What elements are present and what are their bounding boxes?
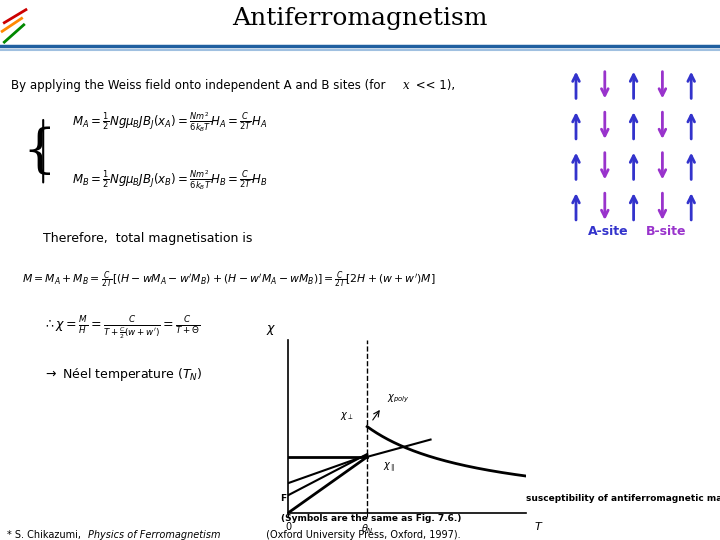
Text: By applying the Weiss field onto independent A and B sites (for: By applying the Weiss field onto indepen… [11,79,389,92]
Text: * S. Chikazumi,: * S. Chikazumi, [7,530,84,540]
Text: << 1),: << 1), [412,79,455,92]
Text: Therefore,  total magnetisation is: Therefore, total magnetisation is [43,232,253,245]
Text: (Symbols are the same as Fig. 7.6.): (Symbols are the same as Fig. 7.6.) [281,514,462,523]
Text: {: { [23,126,56,177]
Text: $M_B = \frac{1}{2}Ng\mu_B JB_J(x_B) = \frac{Nm^2}{6k_BT}H_B = \frac{C}{2T}H_B$: $M_B = \frac{1}{2}Ng\mu_B JB_J(x_B) = \f… [72,168,268,192]
Text: $\rightarrow$ Néel temperature ($T_N$): $\rightarrow$ Néel temperature ($T_N$) [43,366,203,383]
X-axis label: T: T [534,522,541,532]
Text: $\chi_\perp$: $\chi_\perp$ [341,410,354,422]
Text: $M_A = \frac{1}{2}Ng\mu_B JB_J(x_A) = \frac{Nm^2}{6k_BT}H_A = \frac{C}{2T}H_A$: $M_A = \frac{1}{2}Ng\mu_B JB_J(x_A) = \f… [72,110,267,134]
Text: x: x [403,79,410,92]
Text: B-site: B-site [646,225,686,238]
Text: $\chi_{poly}$: $\chi_{poly}$ [387,393,410,406]
Text: $M = M_A + M_B = \frac{C}{2T}\left[(H - wM_A - w^{\prime}M_B)+(H - w^{\prime}M_A: $M = M_A + M_B = \frac{C}{2T}\left[(H - … [22,269,436,291]
Text: Physics of Ferromagnetism: Physics of Ferromagnetism [88,530,220,540]
Text: $\chi_\parallel$: $\chi_\parallel$ [383,461,395,476]
Text: A-site: A-site [588,225,629,238]
Text: (Oxford University Press, Oxford, 1997).: (Oxford University Press, Oxford, 1997). [263,530,460,540]
Text: $\chi$: $\chi$ [266,323,276,337]
Text: Fig. 7.7.  Temperature dependence of magnetic susceptibility of antiferromagneti: Fig. 7.7. Temperature dependence of magn… [281,494,720,503]
Text: Antiferromagnetism: Antiferromagnetism [233,8,487,30]
Text: $\therefore\chi = \frac{M}{H} = \frac{C}{T+\frac{C}{2}(w+w^{\prime})} = \frac{C}: $\therefore\chi = \frac{M}{H} = \frac{C}… [43,315,201,342]
